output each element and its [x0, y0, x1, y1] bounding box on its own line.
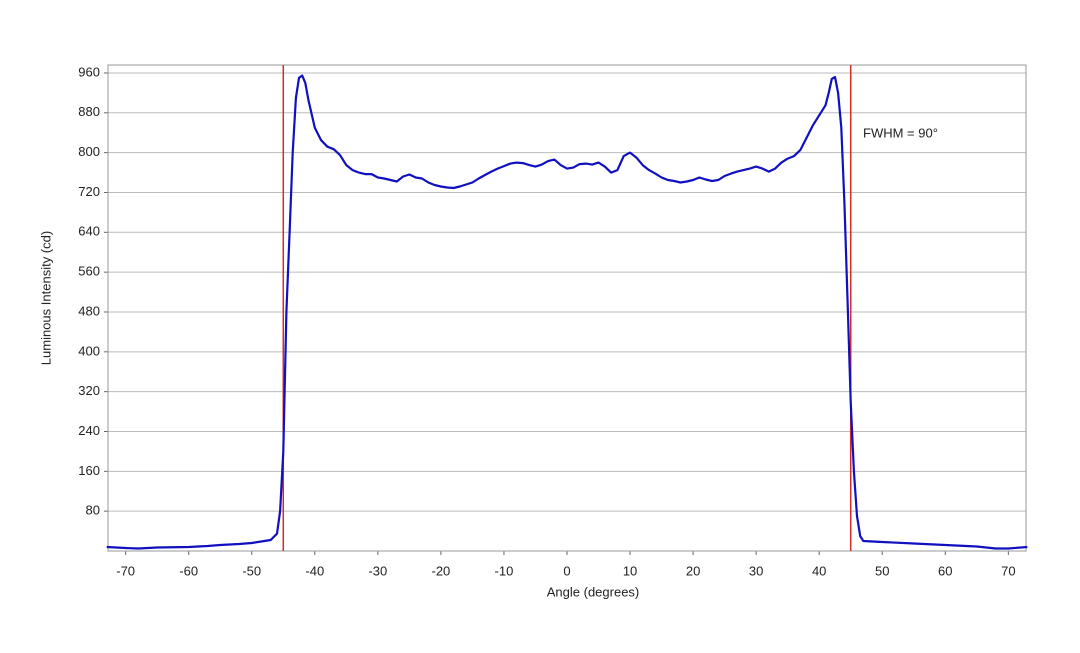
y-tick-label: 240 — [78, 423, 100, 438]
x-tick-label: -20 — [432, 563, 451, 578]
y-tick-label: 560 — [78, 264, 100, 279]
y-tick-label: 800 — [78, 144, 100, 159]
x-tick-label: 40 — [812, 563, 826, 578]
x-tick-label: -30 — [368, 563, 387, 578]
x-tick-label: 50 — [875, 563, 889, 578]
y-axis-label: Luminous Intensity (cd) — [38, 231, 53, 365]
x-tick-label: 10 — [623, 563, 637, 578]
x-tick-label: -70 — [116, 563, 135, 578]
y-tick-label: 160 — [78, 463, 100, 478]
x-tick-label: 0 — [563, 563, 570, 578]
x-tick-label: -10 — [495, 563, 514, 578]
y-tick-label: 720 — [78, 184, 100, 199]
x-tick-label: -60 — [179, 563, 198, 578]
x-tick-label: 70 — [1001, 563, 1015, 578]
y-tick-label: 480 — [78, 303, 100, 318]
annotation: FWHM = 90° — [863, 125, 938, 140]
x-tick-label: 20 — [686, 563, 700, 578]
y-tick-label: 320 — [78, 383, 100, 398]
y-tick-label: 400 — [78, 343, 100, 358]
x-tick-label: -40 — [305, 563, 324, 578]
y-tick-label: 80 — [86, 503, 100, 518]
y-tick-label: 960 — [78, 64, 100, 79]
x-tick-label: 60 — [938, 563, 952, 578]
plot-frame — [107, 64, 1027, 552]
y-tick-label: 640 — [78, 224, 100, 239]
x-tick-label: 30 — [749, 563, 763, 578]
line-series — [106, 74, 1028, 550]
x-axis-label: Angle (degrees) — [547, 584, 640, 599]
y-tick-label: 880 — [78, 104, 100, 119]
x-tick-label: -50 — [242, 563, 261, 578]
